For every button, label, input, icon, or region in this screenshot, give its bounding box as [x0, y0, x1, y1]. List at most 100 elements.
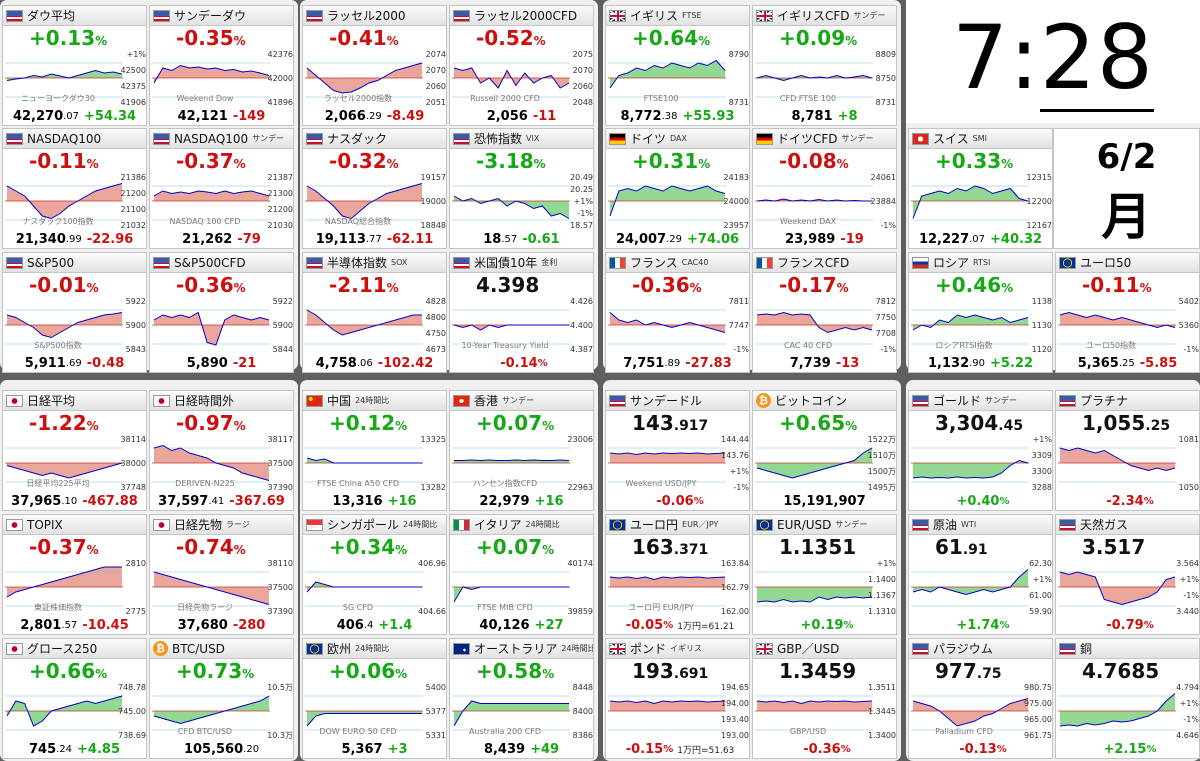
market-tile[interactable]: ゴールド サンデー 3,304.45 +1% 3309 3300 3288 +0.40% — [908, 390, 1053, 511]
market-tile[interactable]: NASDAQ100 -0.11% ナスダック100指数 21386 21200 21100… — [2, 128, 147, 249]
tile-name: イタリア — [474, 518, 522, 532]
tile-footer: 406.4 +1.4 — [303, 617, 446, 634]
tile-header: スイス SMI — [909, 129, 1052, 149]
chart-tick-label: 19157 — [421, 173, 446, 182]
chart-line — [153, 190, 270, 197]
market-tile[interactable]: EUR/USD サンデー 1.1351 +1% 1.1400 1.1367 1.1310 +0… — [752, 514, 897, 635]
market-tile[interactable]: TOPIX -0.37% 東証株価指数 2810 2775 2,801.57 -10.45 — [2, 514, 147, 635]
market-tile[interactable]: ドイツ DAX +0.31% 24183 24000 23957 24,007.29 +74.… — [605, 128, 750, 249]
tile-footer: 5,890 -21 — [150, 355, 293, 372]
chart-tick-label: +1% — [127, 50, 147, 59]
price-value: 5,890 — [186, 356, 228, 371]
tile-subtitle: 24時間比 — [355, 644, 390, 653]
price-int: 193 — [632, 659, 674, 683]
price-change: -0.36 — [803, 742, 841, 757]
tile-footer: 2,056 -11 — [450, 108, 593, 125]
market-tile[interactable]: 半導体指数 SOX -2.11% 4828 4800 4750 4673 4,758.06 -1… — [302, 252, 447, 373]
market-tile[interactable]: イギリス FTSE +0.64% FTSE100 8790 8731 8,772.38 +55… — [605, 5, 750, 126]
market-tile[interactable]: 欧州 24時間比 +0.06% DOW EURO 50 CFD 5400 5377 5331… — [302, 638, 447, 759]
market-tile[interactable]: S&P500 -0.01% S&P500指数 5922 5900 5843 5,911.69… — [2, 252, 147, 373]
change-suffix: % — [843, 620, 854, 631]
market-tile[interactable]: パラジウム 977.75 Palladium CFD 980.75 975.00 965.… — [908, 638, 1053, 759]
market-tile[interactable]: ドイツCFD サンデー -0.08% Weekend DAX 24061 23884 -1%… — [752, 128, 897, 249]
market-tile[interactable]: 天然ガス 3.517 3.564 +1% -1% 3.440 -0.79% — [1055, 514, 1200, 635]
tile-name: シンガポール — [327, 518, 400, 532]
chart-area — [913, 569, 1028, 595]
market-tile[interactable]: 香港 サンデー +0.07% ハンセン指数CFD 23006 22963 22,979 +16 — [449, 390, 594, 511]
market-tile[interactable]: ラッセル2000CFD -0.52% Russell 2000 CFD 2075 207… — [449, 5, 594, 126]
market-tile[interactable]: 日経平均 -1.22% 日経平均225平均 38114 38000 37748 37,965… — [2, 390, 147, 511]
percent-value: -0.11 — [1082, 273, 1140, 297]
tile-change-percent: +0.07% — [476, 411, 554, 435]
chart-tick-label: 5843 — [126, 345, 146, 354]
tile-footer: +0.19% — [753, 617, 896, 634]
price-decimals: .77 — [365, 234, 382, 245]
market-tile[interactable]: 恐怖指数 VIX -3.18% 20.49 20.25 +1% -1% 18.57 18.57-… — [449, 128, 594, 249]
market-tile[interactable]: ナスダック -0.32% NASDAQ総合指数 19157 19000 18848 19,1… — [302, 128, 447, 249]
market-tile[interactable]: グロース250 +0.66% 748.78 745.00 738.69 745.24 +4.… — [2, 638, 147, 759]
market-tile[interactable]: ₿ BTC/USD +0.73% CFD BTC/USD 10.5万 10.3万 105,5… — [149, 638, 294, 759]
chart-tick-label: 5402 — [1179, 297, 1199, 306]
tile-mini-chart: 20.49 20.25 +1% -1% 18.57 — [452, 173, 594, 230]
cn-flag-icon — [306, 394, 323, 407]
chart-line — [1059, 447, 1176, 472]
chart-watermark: DERIVEN-N225 — [175, 479, 235, 488]
market-tile[interactable]: フランス CAC40 -0.36% 7811 7747 -1% 7,751.89 -27.83 — [605, 252, 750, 373]
market-tile[interactable]: プラチナ 1,055.25 1081 1050 -2.34% — [1055, 390, 1200, 511]
market-tile[interactable]: オーストラリア 24時間比 +0.58% Australia 200 CFD 8448 8… — [449, 638, 594, 759]
price-int: 3.517 — [1082, 535, 1146, 559]
market-tile[interactable]: 銅 4.7685 4.794 +1% -1% 4.646 +2.15% — [1055, 638, 1200, 759]
market-tile[interactable]: ダウ平均 +0.13% ニューヨークダウ30 +1% 42500 42375 41906 42… — [2, 5, 147, 126]
tile-subtitle: サンデー — [853, 11, 886, 20]
chart-tick-label: 7812 — [876, 297, 896, 306]
market-tile[interactable]: サンデードル 143.917 Weekend USD/JPY 144.44 143.76… — [605, 390, 750, 511]
percent-sign: % — [395, 543, 408, 557]
percent-value: -0.11 — [29, 149, 87, 173]
tile-header: ₿ ビットコイン — [753, 391, 896, 411]
jp-flag-icon — [6, 642, 23, 655]
market-tile[interactable]: 日経時間外 -0.97% DERIVEN-N225 38117 37500 37390 37… — [149, 390, 294, 511]
percent-sign: % — [845, 419, 858, 433]
price-value: 18 — [483, 232, 502, 247]
chart-watermark: FTSE China A50 CFD — [317, 479, 399, 488]
market-tile[interactable]: ロシア RTSI +0.46% ロシアRTSI指数 1138 1130 1120 1,132.… — [908, 252, 1053, 373]
market-tile[interactable]: 原油 WTI 61.91 62.30 +1% 61.00 59.90 +1.74% — [908, 514, 1053, 635]
chart-watermark: Russell 2000 CFD — [470, 94, 540, 103]
market-tile[interactable]: NASDAQ100 サンデー -0.37% NASDAQ 100 CFD 21387 21… — [149, 128, 294, 249]
us-flag-icon — [453, 256, 470, 269]
tile-price: 193.691 — [632, 659, 708, 683]
market-tile[interactable]: サンデーダウ -0.35% Weekend Dow 42376 42000 41896 42… — [149, 5, 294, 126]
market-tile[interactable]: 中国 24時間比 +0.12% FTSE China A50 CFD 13325 1328… — [302, 390, 447, 511]
market-tile[interactable]: ユーロ50 -0.11% ユーロ50指数 5402 5360 -1% 5,365.25 -5.… — [1055, 252, 1200, 373]
chart-tick-label: -1% — [1183, 715, 1199, 724]
tile-name: TOPIX — [27, 517, 63, 532]
chart-tick-label: +1% — [574, 197, 594, 206]
market-tile[interactable]: フランスCFD -0.17% CAC 40 CFD 7812 7750 7708 -1% 7,… — [752, 252, 897, 373]
price-change: -19 — [840, 232, 864, 247]
market-tile[interactable]: シンガポール 24時間比 +0.34% SG CFD 406.96 404.66 406.4… — [302, 514, 447, 635]
tile-header: シンガポール 24時間比 — [303, 515, 446, 535]
tile-header: サンデーダウ — [150, 6, 293, 26]
tile-footer: 2,801.57 -10.45 — [3, 617, 146, 634]
tile-header: ラッセル2000CFD — [450, 6, 593, 26]
chart-tick-label: 38117 — [268, 435, 293, 444]
chart-area — [913, 315, 1028, 330]
market-tile[interactable]: ユーロ円 EUR／JPY 163.371 ユーロ円 EUR/JPY 163.84 162.… — [605, 514, 750, 635]
market-tile[interactable]: スイス SMI +0.33% 12315 12200 12167 12,227.07 +40.… — [908, 128, 1053, 249]
market-tile[interactable]: GBP／USD 1.3459 GBP/USD 1.3511 1.3445 1.3400 -0… — [752, 638, 897, 759]
percent-value: +0.12 — [329, 411, 396, 435]
price-decimals: .90 — [969, 358, 986, 369]
market-tile[interactable]: イギリスCFD サンデー +0.09% CFD FTSE 100 8809 8750 873… — [752, 5, 897, 126]
market-tile[interactable]: 米国債10年 金利 4.398 10-Year Treasury Yield 4.426… — [449, 252, 594, 373]
market-tile[interactable]: 日経先物 ラージ -0.74% 日経先物ラージ 38110 37500 37390 37,68… — [149, 514, 294, 635]
market-tile[interactable]: イタリア 24時間比 +0.07% FTSE MIB CFD 40174 39859 40,… — [449, 514, 594, 635]
tile-change-percent: +0.06% — [329, 659, 407, 683]
change-suffix: % — [663, 744, 674, 755]
market-tile[interactable]: ラッセル2000 -0.41% ラッセル2000指数 2074 2070 2060 2051… — [302, 5, 447, 126]
market-tile[interactable]: S&P500CFD -0.36% 5922 5900 5844 5,890 -21 — [149, 252, 294, 373]
chart-tick-label: 19000 — [421, 197, 446, 206]
market-tile[interactable]: ₿ ビットコイン +0.65% 1522万 1510万 1500万 1495万 15,191,… — [752, 390, 897, 511]
price-change: +16 — [534, 494, 564, 509]
market-tile[interactable]: ポンド イギリス 193.691 194.65 194.00 193.40 193.00 -0… — [605, 638, 750, 759]
tile-mini-chart: ユーロ50指数 5402 5360 -1% — [1058, 297, 1199, 354]
